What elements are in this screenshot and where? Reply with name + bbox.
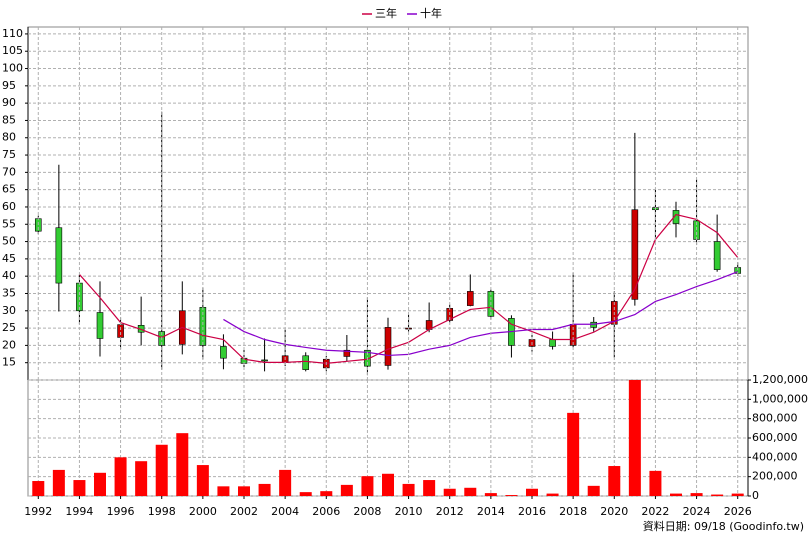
y-tick-label: 30 [2, 304, 16, 317]
x-tick-label: 2024 [683, 505, 711, 518]
y-tick-label: 45 [2, 252, 16, 265]
y-tick-label: 400,000 [752, 450, 798, 463]
volume-bar [155, 444, 168, 496]
candle-body [117, 324, 124, 338]
x-tick-label: 2006 [312, 505, 340, 518]
x-tick-label: 1992 [24, 505, 52, 518]
x-tick-label: 2012 [436, 505, 464, 518]
x-tick-label: 1996 [107, 505, 135, 518]
x-tick-label: 2010 [395, 505, 423, 518]
y-tick-label: 110 [2, 27, 23, 40]
y-tick-label: 1,000,000 [752, 392, 808, 405]
volume-bar [32, 481, 45, 496]
candle-body [302, 355, 310, 370]
candle-body [466, 291, 474, 306]
volume-bar [402, 483, 415, 496]
volume-bar [52, 469, 65, 496]
y-tick-label: 50 [2, 235, 16, 248]
x-tick-label: 2022 [641, 505, 669, 518]
volume-bar [73, 480, 86, 496]
volume-bar [608, 466, 621, 496]
volume-bar [238, 486, 250, 496]
y-tick-label: 90 [2, 96, 16, 109]
candle-body [713, 241, 721, 270]
x-tick-label: 1998 [148, 505, 176, 518]
footer: 資料日期: 09/18 (Goodinfo.tw) [643, 519, 804, 533]
candle-body [261, 359, 268, 362]
volume-bar [526, 488, 538, 496]
volume-bar [299, 492, 312, 496]
x-tick-label: 2026 [724, 505, 752, 518]
candle-body [96, 312, 104, 339]
volume-bar [340, 484, 353, 496]
y-tick-label: 20 [2, 338, 16, 351]
y-tick-label: 55 [2, 217, 16, 230]
candle-body [384, 327, 392, 366]
volume-bar [690, 493, 703, 496]
x-tick-label: 2018 [559, 505, 587, 518]
volume-bar [279, 469, 292, 496]
volume-bar [670, 493, 682, 496]
volume-bar [135, 461, 148, 496]
y-tick-label: 1,200,000 [752, 373, 808, 386]
y-tick-label: 35 [2, 286, 16, 299]
y-tick-label: 25 [2, 321, 16, 334]
y-tick-label: 800,000 [752, 412, 798, 425]
y-tick-label: 95 [2, 79, 16, 92]
volume-bar [114, 457, 127, 496]
x-tick-label: 2014 [477, 505, 505, 518]
volume-bar [567, 412, 580, 496]
candle-body [672, 210, 680, 224]
volume-bar [731, 493, 744, 496]
volume-bar [546, 493, 559, 496]
ma-line [223, 271, 738, 357]
x-tick-label: 2000 [189, 505, 217, 518]
x-tick-label: 2008 [353, 505, 381, 518]
volume-bar [423, 480, 436, 496]
volume-bar [217, 486, 230, 496]
x-tick-label: 2020 [600, 505, 628, 518]
volume-bar [320, 491, 333, 496]
y-tick-label: 40 [2, 269, 16, 282]
y-tick-label: 0 [752, 489, 759, 502]
y-tick-label: 100 [2, 62, 23, 75]
x-tick-label: 2016 [518, 505, 546, 518]
y-tick-label: 60 [2, 200, 16, 213]
volume-bar [94, 472, 106, 496]
volume-bar [711, 494, 724, 496]
y-tick-label: 70 [2, 165, 16, 178]
y-tick-label: 85 [2, 113, 16, 126]
y-tick-label: 75 [2, 148, 16, 161]
volume-bar [628, 380, 641, 496]
x-tick-label: 1994 [65, 505, 93, 518]
y-tick-label: 80 [2, 131, 16, 144]
candle-body [220, 346, 227, 359]
candle-body [549, 339, 556, 347]
volume-bar [196, 465, 209, 496]
volume-bar [649, 470, 662, 496]
volume-bar [361, 476, 374, 496]
volume-bar [464, 487, 477, 496]
x-tick-label: 2004 [271, 505, 299, 518]
y-tick-label: 65 [2, 183, 16, 196]
volume-bar [443, 488, 456, 496]
volume-bar [505, 495, 518, 496]
candle-body [343, 349, 351, 357]
y-tick-label: 15 [2, 356, 16, 369]
y-tick-label: 600,000 [752, 431, 798, 444]
y-tick-label: 105 [2, 44, 23, 57]
x-tick-label: 2002 [230, 505, 258, 518]
candle-body [631, 209, 639, 300]
candle-body [55, 227, 63, 284]
volume-bar [484, 493, 497, 496]
volume-bar [258, 483, 271, 496]
y-tick-label: 200,000 [752, 470, 798, 483]
legend-label: 十年 [420, 6, 442, 20]
volume-bar [587, 485, 600, 496]
volume-bar [176, 433, 189, 496]
volume-bar [382, 473, 394, 496]
legend-label: 三年 [375, 6, 397, 20]
